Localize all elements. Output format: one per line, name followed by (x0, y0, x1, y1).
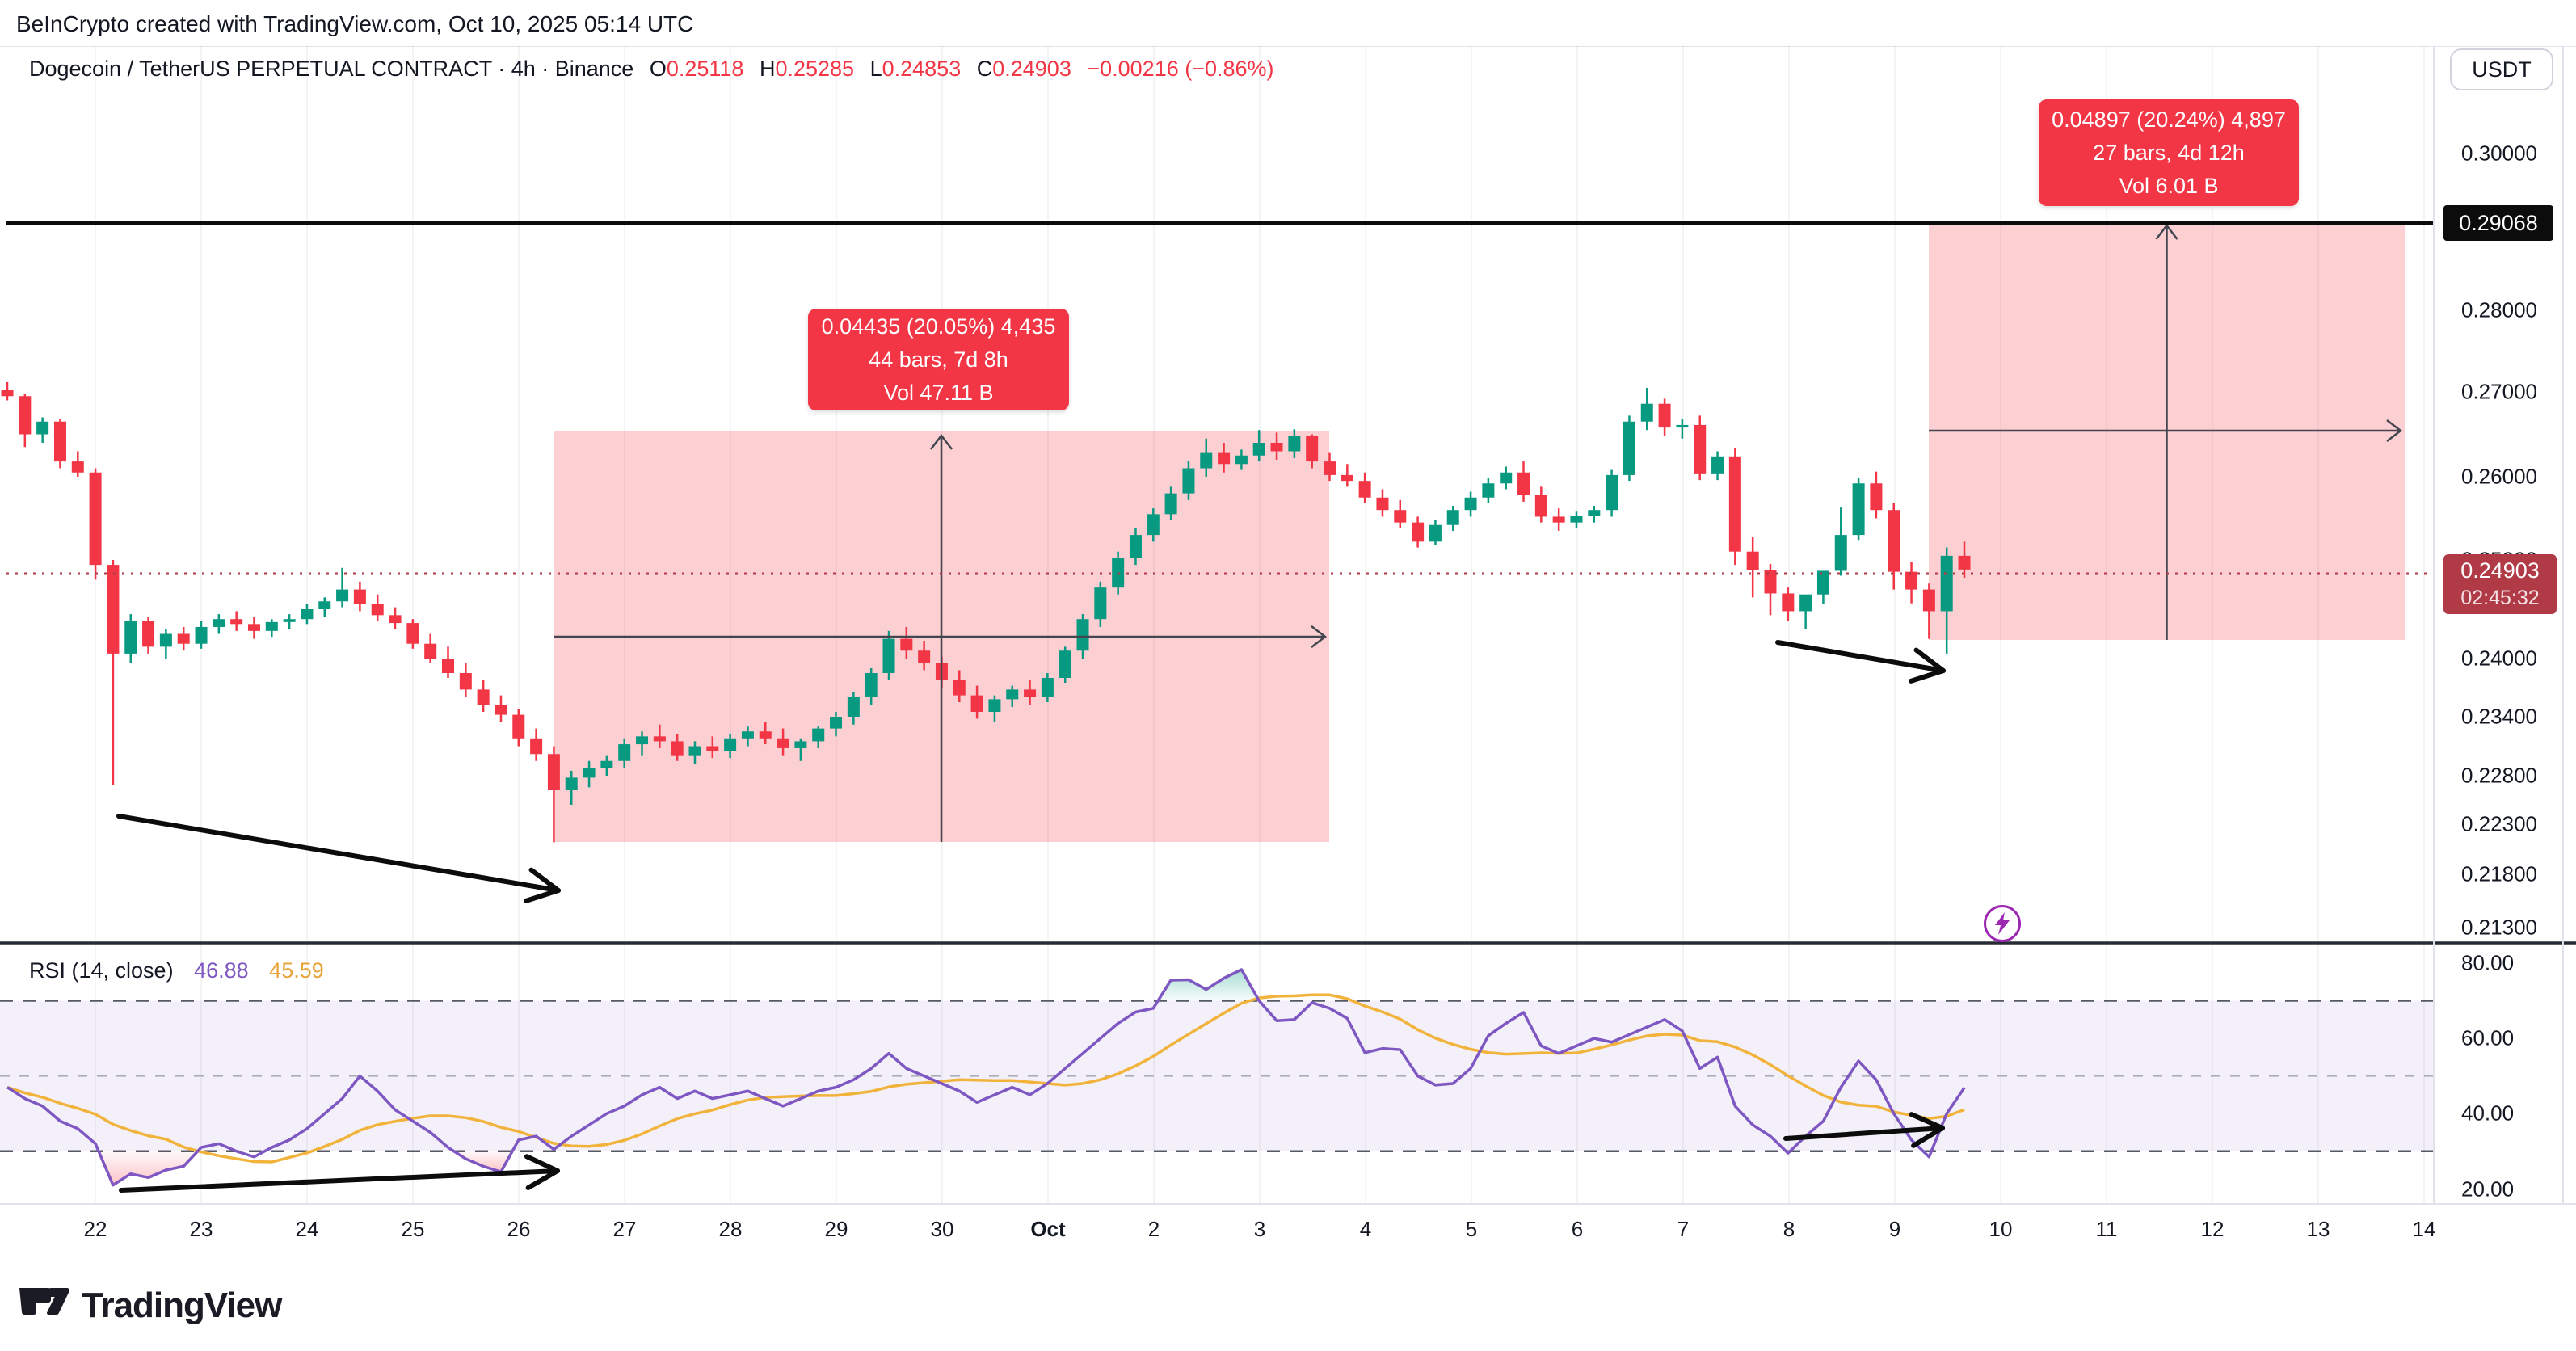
time-axis-label: 26 (507, 1217, 531, 1241)
price-axis-label: 0.21300 (2461, 915, 2537, 940)
trend-arrows[interactable] (116, 640, 1946, 1193)
close-label: C (976, 57, 993, 81)
lightning-icon (1995, 912, 2010, 935)
price-axis-label: 0.21800 (2461, 861, 2537, 886)
measure-crosshairs (554, 223, 2403, 842)
header-title: BeInCrypto created with TradingView.com,… (16, 11, 694, 36)
last-price-badge: 0.24903 02:45:32 (2443, 554, 2557, 614)
tradingview-logo-text: TradingView (82, 1286, 282, 1325)
price-axis-label: 0.24000 (2461, 646, 2537, 671)
price-axis-label: 0.27000 (2461, 379, 2537, 404)
rsi-axis-label: 60.00 (2461, 1025, 2515, 1050)
measure-label-2[interactable]: 0.04897 (20.24%) 4,897 27 bars, 4d 12h V… (2039, 99, 2299, 206)
rsi-value: 46.88 (194, 958, 249, 983)
time-axis-label: 9 (1888, 1217, 1901, 1241)
lightning-button[interactable] (1984, 905, 2021, 942)
time-axis-label: 6 (1571, 1217, 1584, 1241)
rsi-axis-label: 40.00 (2461, 1101, 2515, 1126)
high-value: 0.25285 (775, 57, 855, 81)
header-bar: BeInCrypto created with TradingView.com,… (0, 0, 2576, 46)
time-axis-label: 14 (2412, 1217, 2436, 1241)
measure1-volume: Vol 47.11 B (883, 380, 994, 405)
currency-button[interactable]: USDT (2450, 48, 2553, 90)
rsi-band (0, 1000, 2434, 1151)
time-axis-label: 30 (930, 1217, 954, 1241)
last-price-value: 0.24903 (2460, 558, 2540, 583)
time-axis-label: 29 (824, 1217, 848, 1241)
tradingview-logo[interactable]: TradingView (19, 1285, 282, 1327)
time-axis-label: 22 (83, 1217, 107, 1241)
open-value: 0.25118 (666, 57, 744, 81)
time-axis-label: 23 (189, 1217, 213, 1241)
measure1-change: 0.04435 (20.05%) 4,435 (821, 314, 1056, 339)
candlesticks (1, 381, 1971, 843)
low-value: 0.24853 (882, 57, 962, 81)
time-axis-label: 8 (1783, 1217, 1795, 1241)
price-axis-label: 0.28000 (2461, 297, 2537, 322)
time-axis-label: 5 (1465, 1217, 1478, 1241)
time-axis-label: 11 (2095, 1217, 2118, 1241)
price-axis-label: 0.26000 (2461, 464, 2537, 489)
change-value: −0.00216 (−0.86%) (1087, 57, 1274, 81)
measure-label-1[interactable]: 0.04435 (20.05%) 4,435 44 bars, 7d 8h Vo… (808, 309, 1069, 410)
time-axis-label: 12 (2200, 1217, 2225, 1241)
time-axis-label: 10 (1989, 1217, 2013, 1241)
alert-price-value: 0.29068 (2459, 210, 2538, 235)
price-axis-label: 0.30000 (2461, 141, 2537, 166)
measure2-volume: Vol 6.01 B (2119, 173, 2219, 198)
price-axis-label: 0.22800 (2461, 763, 2537, 788)
alert-price-badge: 0.29068 (2443, 205, 2553, 241)
rsi-axis-label: 20.00 (2461, 1176, 2515, 1202)
time-axis-label: 2 (1147, 1217, 1160, 1241)
time-axis-label: Oct (1030, 1217, 1066, 1241)
time-axis-label: 28 (718, 1217, 743, 1241)
close-value: 0.24903 (992, 57, 1071, 81)
time-axis-label: 13 (2306, 1217, 2330, 1241)
rsi-overbought-fill (1158, 969, 1260, 1001)
rsi-legend[interactable]: RSI (14, close) 46.88 45.59 (29, 958, 324, 983)
panel-top-border (0, 46, 2576, 47)
symbol-legend[interactable]: Dogecoin / TetherUS PERPETUAL CONTRACT ·… (29, 57, 1274, 82)
rsi-oversold-fill (99, 1151, 513, 1185)
time-axis-label: 24 (295, 1217, 319, 1241)
rsi-line (6, 968, 1966, 1187)
rsi-axis-label: 80.00 (2461, 950, 2515, 975)
symbol-title: Dogecoin / TetherUS PERPETUAL CONTRACT ·… (29, 57, 634, 81)
price-axis-label: 0.22300 (2461, 811, 2537, 836)
low-label: L (869, 57, 882, 81)
rsi-ma-line (6, 993, 1965, 1164)
tradingview-mark-icon (19, 1288, 69, 1315)
measure2-bars: 27 bars, 4d 12h (2093, 140, 2245, 165)
measure1-bars: 44 bars, 7d 8h (869, 347, 1008, 372)
time-axis-label: 4 (1359, 1217, 1372, 1241)
grid-lines (95, 46, 2425, 1204)
measure2-change: 0.04897 (20.24%) 4,897 (2052, 107, 2286, 132)
time-axis-label: 3 (1253, 1217, 1266, 1241)
time-axis-label: 27 (612, 1217, 637, 1241)
rsi-legend-label: RSI (14, close) (29, 958, 174, 983)
price-axis-label: 0.23400 (2461, 704, 2537, 729)
bar-countdown: 02:45:32 (2460, 587, 2540, 609)
time-axis-label: 7 (1677, 1217, 1690, 1241)
high-label: H (759, 57, 776, 81)
rsi-ma-value: 45.59 (269, 958, 324, 983)
open-label: O (649, 57, 667, 81)
currency-button-label: USDT (2472, 57, 2532, 82)
time-axis-label: 25 (401, 1217, 425, 1241)
